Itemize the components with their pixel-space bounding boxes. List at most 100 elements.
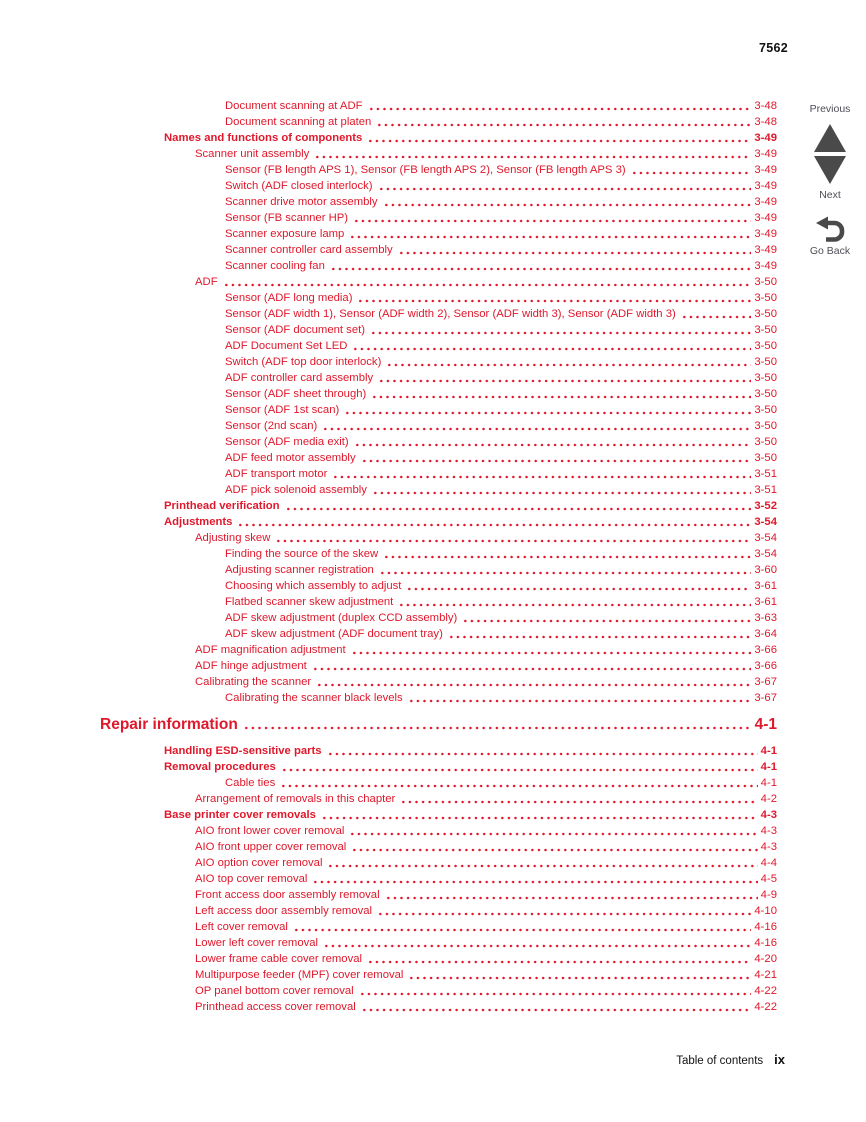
toc-entry[interactable]: AIO option cover removal 4-4 — [100, 854, 777, 870]
toc-entry-label: Repair information — [100, 716, 238, 733]
toc-entry-label: Left access door assembly removal — [195, 905, 373, 917]
toc-entry[interactable]: Left access door assembly removal 4-10 — [100, 902, 777, 918]
toc-entry[interactable]: Removal procedures 4-1 — [100, 758, 777, 774]
toc-entry[interactable]: Adjusting scanner registration 3-60 — [100, 561, 777, 577]
toc-chapter-entry[interactable]: Repair information 4-1 — [100, 711, 777, 734]
toc-entry-label: Scanner drive motor assembly — [225, 196, 378, 208]
dot-leader — [630, 161, 752, 177]
toc-entry[interactable]: Multipurpose feeder (MPF) cover removal 4… — [100, 966, 777, 982]
dot-leader — [349, 225, 752, 241]
dot-leader — [353, 209, 752, 225]
dot-leader — [370, 321, 752, 337]
go-back-button[interactable] — [815, 216, 846, 243]
toc-entry[interactable]: Sensor (FB scanner HP) 3-49 — [100, 209, 777, 225]
toc-entry[interactable]: Sensor (2nd scan) 3-50 — [100, 417, 777, 433]
toc-entry[interactable]: Lower left cover removal 4-16 — [100, 934, 777, 950]
toc-entry[interactable]: ADF 3-50 — [100, 273, 777, 289]
toc-entry[interactable]: Scanner cooling fan 3-49 — [100, 257, 777, 273]
toc-entry[interactable]: Printhead access cover removal 4-22 — [100, 998, 777, 1014]
toc-entry[interactable]: Choosing which assembly to adjust 3-61 — [100, 577, 777, 593]
dot-leader — [383, 545, 752, 561]
toc-entry-label: Sensor (FB scanner HP) — [225, 212, 349, 224]
toc-entry[interactable]: Arrangement of removals in this chapter 4… — [100, 790, 777, 806]
toc-entry-page: 3-49 — [754, 196, 777, 208]
toc-entry-label: Adjusting skew — [195, 532, 271, 544]
toc-entry-label: Calibrating the scanner — [195, 676, 312, 688]
toc-entry[interactable]: ADF pick solenoid assembly 3-51 — [100, 481, 777, 497]
toc-entry[interactable]: Calibrating the scanner black levels 3-67 — [100, 689, 777, 705]
toc-entry-label: ADF magnification adjustment — [195, 644, 346, 656]
toc-entry[interactable]: Sensor (FB length APS 1), Sensor (FB len… — [100, 161, 777, 177]
toc-entry-page: 4-21 — [754, 969, 777, 981]
toc-entry[interactable]: Handling ESD-sensitive parts 4-1 — [100, 742, 777, 758]
toc-entry[interactable]: AIO front lower cover removal 4-3 — [100, 822, 777, 838]
toc-entry[interactable]: Switch (ADF closed interlock) 3-49 — [100, 177, 777, 193]
toc-entry[interactable]: ADF Document Set LED 3-50 — [100, 337, 777, 353]
toc-entry-page: 3-63 — [754, 612, 777, 624]
dot-leader — [349, 822, 758, 838]
toc-entry-page: 4-22 — [754, 1001, 777, 1013]
toc-entry-label: OP panel bottom cover removal — [195, 985, 354, 997]
dot-leader — [367, 97, 752, 113]
toc-entry[interactable]: Base printer cover removals 4-3 — [100, 806, 777, 822]
toc-entry[interactable]: Scanner unit assembly 3-49 — [100, 145, 777, 161]
toc-entry[interactable]: ADF skew adjustment (ADF document tray) 3… — [100, 625, 777, 641]
toc-entry[interactable]: ADF controller card assembly 3-50 — [100, 369, 777, 385]
toc-entry[interactable]: Scanner exposure lamp 3-49 — [100, 225, 777, 241]
toc-list: Document scanning at ADF 3-48 Document sca… — [100, 97, 777, 1014]
dot-leader — [462, 609, 752, 625]
toc-entry-label: ADF Document Set LED — [225, 340, 348, 352]
toc-entry[interactable]: Lower frame cable cover removal 4-20 — [100, 950, 777, 966]
toc-entry[interactable]: Names and functions of components 3-49 — [100, 129, 777, 145]
dot-leader — [352, 337, 752, 353]
toc-entry[interactable]: Left cover removal 4-16 — [100, 918, 777, 934]
previous-arrow-icon[interactable] — [814, 124, 846, 152]
toc-entry-label: Cable ties — [225, 777, 276, 789]
toc-entry-label: Printhead access cover removal — [195, 1001, 356, 1013]
toc-entry[interactable]: Sensor (ADF long media) 3-50 — [100, 289, 777, 305]
toc-entry[interactable]: ADF hinge adjustment 3-66 — [100, 657, 777, 673]
toc-entry[interactable]: Sensor (ADF width 1), Sensor (ADF width … — [100, 305, 777, 321]
dot-leader — [407, 689, 752, 705]
toc-entry[interactable]: Scanner controller card assembly 3-49 — [100, 241, 777, 257]
toc-entry-label: Sensor (ADF 1st scan) — [225, 404, 340, 416]
toc-entry-page: 4-1 — [754, 716, 777, 733]
dot-leader — [327, 854, 758, 870]
toc-entry-label: Front access door assembly removal — [195, 889, 380, 901]
toc-entry[interactable]: ADF feed motor assembly 3-50 — [100, 449, 777, 465]
toc-entry[interactable]: Finding the source of the skew 3-54 — [100, 545, 777, 561]
toc-entry[interactable]: Flatbed scanner skew adjustment 3-61 — [100, 593, 777, 609]
toc-entry[interactable]: Sensor (ADF media exit) 3-50 — [100, 433, 777, 449]
toc-entry-page: 4-9 — [760, 889, 777, 901]
toc-entry-label: ADF controller card assembly — [225, 372, 374, 384]
toc-entry[interactable]: Document scanning at platen 3-48 — [100, 113, 777, 129]
toc-entry[interactable]: Front access door assembly removal 4-9 — [100, 886, 777, 902]
toc-entry-page: 3-50 — [754, 356, 777, 368]
toc-entry-page: 4-1 — [760, 761, 777, 773]
toc-entry[interactable]: Switch (ADF top door interlock) 3-50 — [100, 353, 777, 369]
toc-entry-label: AIO front upper cover removal — [195, 841, 347, 853]
toc-entry[interactable]: Sensor (ADF sheet through) 3-50 — [100, 385, 777, 401]
toc-entry-page: 3-54 — [754, 548, 777, 560]
toc-entry[interactable]: Adjusting skew 3-54 — [100, 529, 777, 545]
toc-entry-label: Switch (ADF closed interlock) — [225, 180, 373, 192]
toc-entry-label: Choosing which assembly to adjust — [225, 580, 402, 592]
toc-entry[interactable]: AIO front upper cover removal 4-3 — [100, 838, 777, 854]
toc-entry[interactable]: ADF skew adjustment (duplex CCD assembly… — [100, 609, 777, 625]
toc-entry[interactable]: Cable ties 4-1 — [100, 774, 777, 790]
toc-entry-page: 3-50 — [754, 420, 777, 432]
toc-entry[interactable]: ADF magnification adjustment 3-66 — [100, 641, 777, 657]
toc-entry[interactable]: AIO top cover removal 4-5 — [100, 870, 777, 886]
toc-entry[interactable]: OP panel bottom cover removal 4-22 — [100, 982, 777, 998]
toc-entry-page: 3-49 — [754, 164, 777, 176]
toc-entry[interactable]: Document scanning at ADF 3-48 — [100, 97, 777, 113]
toc-entry[interactable]: Sensor (ADF 1st scan) 3-50 — [100, 401, 777, 417]
toc-entry[interactable]: Sensor (ADF document set) 3-50 — [100, 321, 777, 337]
dot-leader — [377, 902, 752, 918]
next-arrow-icon[interactable] — [814, 156, 846, 184]
toc-entry[interactable]: Calibrating the scanner 3-67 — [100, 673, 777, 689]
toc-entry[interactable]: Scanner drive motor assembly 3-49 — [100, 193, 777, 209]
toc-entry[interactable]: ADF transport motor 3-51 — [100, 465, 777, 481]
toc-entry[interactable]: Printhead verification 3-52 — [100, 497, 777, 513]
toc-entry[interactable]: Adjustments 3-54 — [100, 513, 777, 529]
